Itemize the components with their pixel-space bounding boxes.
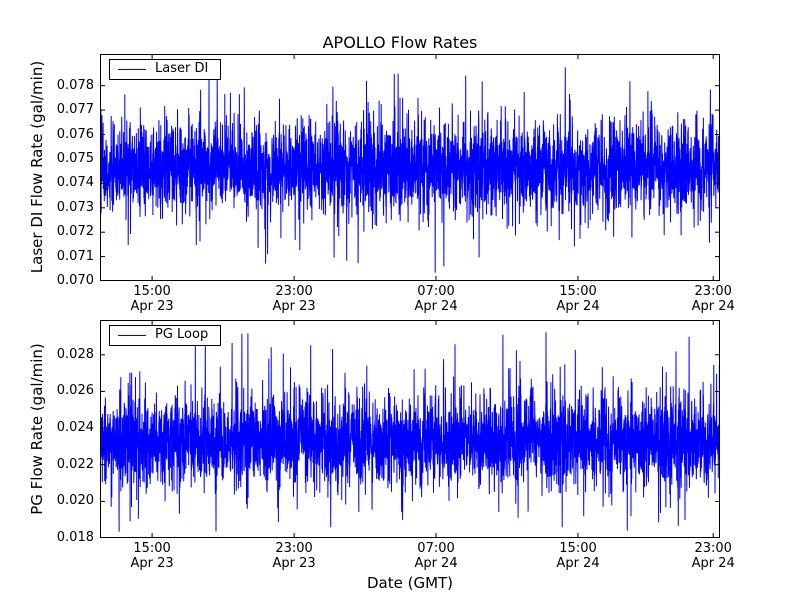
x-tick-time: 15:00 <box>559 284 597 299</box>
y-tick-label: 0.075 <box>56 150 94 166</box>
y-tick-label: 0.018 <box>56 530 94 545</box>
x-tick-date: Apr 24 <box>691 556 735 571</box>
x-tick-label: 23:00 Apr 24 <box>665 541 761 571</box>
x-tick-date: Apr 24 <box>556 299 600 314</box>
y-tick-label: 0.020 <box>56 493 94 509</box>
x-tick-time: 23:00 <box>694 284 732 299</box>
y-tick-label: 0.070 <box>56 273 94 288</box>
tick-marks <box>101 55 719 281</box>
legend-pg-loop: PG Loop <box>109 325 222 346</box>
y-tick-label: 0.074 <box>56 175 94 191</box>
y-tick-label: 0.076 <box>56 126 94 142</box>
axes-frame <box>100 54 720 281</box>
chart-title: APOLLO Flow Rates <box>322 33 478 52</box>
flow-rate-line <box>100 332 720 532</box>
flow-rate-line <box>100 67 720 273</box>
legend-line-sample-icon <box>118 334 146 336</box>
x-tick-date: Apr 24 <box>556 556 600 571</box>
y-tick-label: 0.077 <box>56 102 94 118</box>
x-tick-label: 15:00 Apr 23 <box>104 541 200 571</box>
x-tick-date: Apr 23 <box>272 299 316 314</box>
laser-di-line-chart <box>100 54 720 281</box>
pg-loop-plot-area: PG Loop <box>100 320 720 538</box>
x-tick-date: Apr 23 <box>272 556 316 571</box>
x-tick-label: 15:00 Apr 24 <box>530 284 626 314</box>
y-tick-label: 0.073 <box>56 199 94 215</box>
legend-line-sample-icon <box>118 68 146 70</box>
x-tick-time: 23:00 <box>275 541 313 556</box>
x-tick-label: 15:00 Apr 24 <box>530 541 626 571</box>
x-tick-date: Apr 24 <box>414 299 458 314</box>
x-tick-label: 23:00 Apr 23 <box>246 541 342 571</box>
pg-loop-line-chart <box>100 320 720 538</box>
legend-label-pg-loop: PG Loop <box>155 327 209 342</box>
x-tick-label: 23:00 Apr 24 <box>665 284 761 314</box>
x-tick-label: 15:00 Apr 23 <box>104 284 200 314</box>
legend-label-laser-di: Laser DI <box>155 61 209 76</box>
x-axis-label: Date (GMT) <box>366 574 454 592</box>
x-tick-label: 07:00 Apr 24 <box>388 284 484 314</box>
x-tick-date: Apr 24 <box>691 299 735 314</box>
y-tick-label: 0.071 <box>56 248 94 264</box>
x-tick-date: Apr 23 <box>130 299 174 314</box>
x-tick-time: 07:00 <box>417 541 455 556</box>
laser-di-plot-area: Laser DI <box>100 54 720 281</box>
x-tick-date: Apr 24 <box>414 556 458 571</box>
y-tick-label: 0.024 <box>56 420 94 436</box>
axes-frame <box>100 320 720 538</box>
tick-marks <box>101 321 719 538</box>
x-tick-time: 23:00 <box>694 541 732 556</box>
y-tick-label: 0.022 <box>56 456 94 472</box>
y-tick-label: 0.026 <box>56 383 94 399</box>
x-tick-time: 23:00 <box>275 284 313 299</box>
y-tick-label: 0.072 <box>56 224 94 240</box>
x-tick-date: Apr 23 <box>130 556 174 571</box>
x-tick-time: 15:00 <box>559 541 597 556</box>
legend-laser-di: Laser DI <box>109 59 222 80</box>
x-tick-time: 15:00 <box>133 541 171 556</box>
x-tick-label: 23:00 Apr 23 <box>246 284 342 314</box>
y-tick-label: 0.028 <box>56 346 94 362</box>
x-tick-time: 07:00 <box>417 284 455 299</box>
y-axis-label-laser-di: Laser DI Flow Rate (gal/min) <box>28 60 46 274</box>
x-tick-label: 07:00 Apr 24 <box>388 541 484 571</box>
x-tick-time: 15:00 <box>133 284 171 299</box>
y-tick-label: 0.078 <box>56 77 94 93</box>
